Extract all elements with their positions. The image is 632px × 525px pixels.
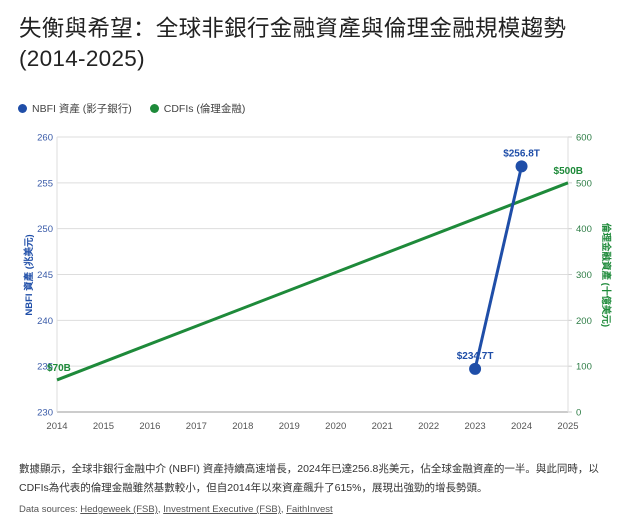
chart-title: 失衡與希望：全球非銀行金融資產與倫理金融規模趨勢 (2014-2025) bbox=[19, 16, 567, 71]
x-tick: 2019 bbox=[279, 421, 300, 432]
x-tick: 2020 bbox=[325, 421, 346, 432]
y-tick-right: 300 bbox=[576, 270, 592, 281]
data-point[interactable] bbox=[515, 160, 528, 173]
legend: NBFI 資產 (影子銀行) CDFIs (倫理金融) bbox=[18, 101, 245, 116]
series-layer: $70B $500B $234.7T $256.8T bbox=[47, 148, 583, 382]
x-tick: 2021 bbox=[372, 421, 393, 432]
y-tick-left: 260 bbox=[37, 133, 53, 144]
y-tick-left: 230 bbox=[37, 408, 53, 419]
x-tick: 2014 bbox=[46, 421, 67, 432]
y-axis-left-label: NBFI 資產 (兆美元) bbox=[23, 234, 35, 315]
y-tick-right: 500 bbox=[576, 178, 592, 189]
grid-lines bbox=[57, 136, 568, 413]
legend-dot-cdfi-icon bbox=[149, 104, 159, 113]
x-tick: 2017 bbox=[186, 421, 207, 432]
y-tick-left: 250 bbox=[37, 224, 53, 235]
legend-label-cdfi: CDFIs (倫理金融) bbox=[163, 103, 246, 115]
data-label: $500B bbox=[554, 166, 583, 177]
legend-label-nbfi: NBFI 資產 (影子銀行) bbox=[32, 103, 132, 115]
data-point[interactable] bbox=[469, 362, 482, 375]
series-line bbox=[473, 165, 524, 370]
x-tick: 2018 bbox=[232, 421, 253, 432]
y-tick-left: 255 bbox=[37, 178, 53, 189]
chart-description: 數據顯示，全球非銀行金融中介 (NBFI) 資產持續高速增長，2024年已達25… bbox=[19, 463, 599, 494]
axes: 230 235 240 245 250 255 260 0 100 200 300 400 500 600… bbox=[37, 133, 592, 433]
x-tick: 2023 bbox=[465, 421, 486, 432]
y-tick-right: 600 bbox=[576, 133, 592, 144]
data-label: $70B bbox=[47, 363, 71, 374]
data-label: $256.8T bbox=[503, 148, 540, 159]
source-link-investment-executive[interactable]: Investment Executive (FSB) bbox=[163, 504, 281, 515]
x-tick: 2016 bbox=[139, 421, 160, 432]
source-link-hedgeweek[interactable]: Hedgeweek (FSB) bbox=[80, 504, 158, 515]
source-link-faithinvest[interactable]: FaithInvest bbox=[286, 504, 333, 515]
y-tick-right: 100 bbox=[576, 362, 592, 373]
y-tick-right: 400 bbox=[576, 224, 592, 235]
legend-dot-nbfi-icon bbox=[18, 104, 27, 113]
x-tick: 2022 bbox=[418, 421, 439, 432]
y-axis-right-label: 倫理金融資產 (十億美元) bbox=[600, 223, 612, 327]
x-tick: 2015 bbox=[93, 421, 114, 432]
chart-canvas: 230 235 240 245 250 255 260 0 100 200 300 400 500 600… bbox=[23, 133, 612, 433]
legend-item-cdfi[interactable]: CDFIs (倫理金融) bbox=[149, 101, 246, 116]
legend-item-nbfi[interactable]: NBFI 資產 (影子銀行) bbox=[18, 101, 132, 116]
sources-prefix: Data sources: bbox=[19, 504, 78, 515]
y-tick-left: 240 bbox=[37, 316, 53, 327]
data-label: $234.7T bbox=[457, 351, 494, 362]
y-tick-right: 0 bbox=[576, 408, 581, 419]
x-tick: 2024 bbox=[511, 421, 532, 432]
y-tick-left: 245 bbox=[37, 270, 53, 281]
x-tick: 2025 bbox=[557, 421, 578, 432]
y-tick-right: 200 bbox=[576, 316, 592, 327]
series-line bbox=[56, 181, 569, 382]
data-sources: Data sources: Hedgeweek (FSB), Investmen… bbox=[19, 504, 333, 515]
y-tick-left: 235 bbox=[37, 362, 53, 373]
